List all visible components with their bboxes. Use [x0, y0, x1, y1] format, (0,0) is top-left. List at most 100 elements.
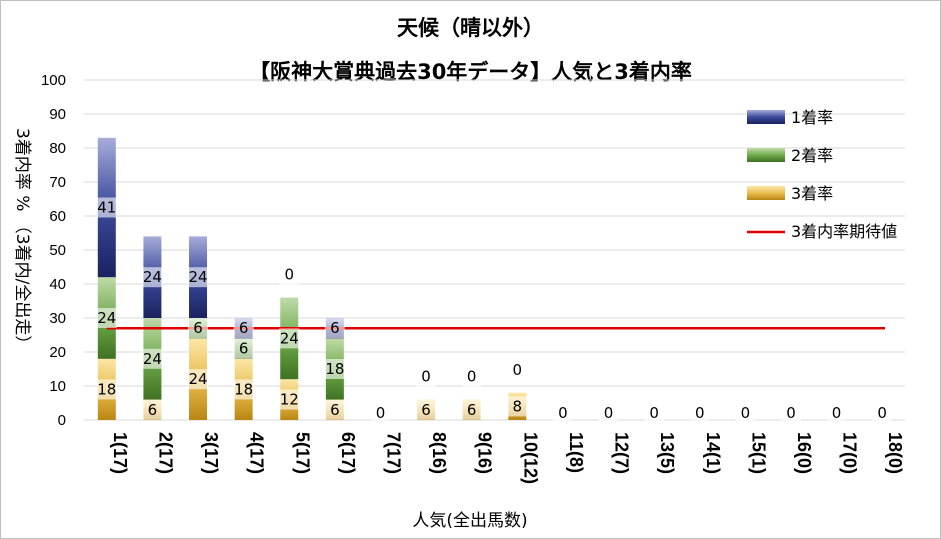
x-tick-label: 7(17) [383, 432, 403, 474]
data-label-bg [324, 359, 345, 379]
y-tick-label: 80 [49, 140, 66, 157]
data-label-bg [96, 308, 117, 328]
data-label-1-1: 41 [97, 199, 116, 217]
x-axis-ticks: 1(17) 2(17) 3(17) 4(17) 5(17) 6(17) 7(17) 8(16)… [110, 432, 905, 484]
y-tick-label: 30 [49, 310, 66, 327]
y-tick-label: 20 [49, 344, 66, 361]
legend-label-2: 2着率 [791, 146, 833, 165]
data-label-bg [142, 267, 163, 288]
legend-swatch-3 [747, 186, 785, 200]
y-axis-ticks: 0 10 20 30 40 50 60 70 80 90 100 [41, 72, 66, 429]
x-tick-label: 15(1) [748, 432, 768, 474]
data-label-3-18: 0 [877, 404, 887, 422]
x-tick-label: 14(1) [703, 432, 723, 474]
data-label-3-8: 6 [421, 401, 431, 419]
x-tick-label: 12(7) [612, 432, 632, 474]
data-label-bg [96, 197, 117, 218]
data-label-3-17: 0 [832, 404, 842, 422]
data-label-bg [233, 318, 254, 339]
x-tick-label: 3(17) [201, 432, 221, 474]
data-label-3-14: 0 [695, 404, 705, 422]
y-axis-label: 3着内率 % （3着内/全出走） [12, 128, 32, 352]
x-axis-label: 人気(全出馬数) [412, 511, 527, 531]
data-label-3-15: 0 [741, 404, 751, 422]
data-label-bg [142, 399, 163, 420]
data-label-1-4: 6 [239, 319, 249, 337]
data-label-3-10: 8 [513, 397, 523, 415]
data-label-1-6: 6 [330, 319, 340, 337]
data-label-2-2: 24 [143, 350, 162, 368]
data-label-bg [188, 267, 209, 288]
legend-label-reference: 3着内率期待値 [791, 222, 897, 241]
y-tick-label: 50 [49, 242, 66, 259]
data-label-bg [872, 403, 893, 423]
legend-label-3: 3着率 [791, 184, 833, 203]
data-label-2-9: 0 [467, 368, 477, 386]
data-label-3-16: 0 [786, 404, 796, 422]
data-label-3-1: 18 [97, 380, 116, 398]
data-label-1-3: 24 [188, 268, 207, 286]
data-label-3-11: 0 [558, 404, 568, 422]
chart-title: 天候（晴以外） [397, 16, 544, 40]
x-tick-label: 6(17) [338, 432, 358, 474]
data-label-bg [416, 366, 437, 387]
data-label-bg [324, 318, 345, 339]
x-tick-label: 1(17) [110, 432, 130, 474]
data-label-bg [233, 379, 254, 400]
x-tick-label: 8(16) [429, 432, 449, 474]
data-label-1-5: 0 [284, 266, 294, 284]
x-tick-label: 16(0) [794, 432, 814, 474]
x-tick-label: 9(16) [475, 432, 495, 474]
data-label-bg [188, 369, 209, 390]
data-label-3-4: 18 [234, 380, 253, 398]
data-label-bg [233, 338, 254, 359]
x-tick-label: 17(0) [840, 432, 860, 474]
data-label-1-2: 24 [143, 268, 162, 286]
data-label-3-9: 6 [467, 401, 477, 419]
data-label-bg [96, 379, 117, 400]
data-label-bg [324, 399, 345, 420]
data-label-bg [416, 399, 437, 420]
x-tick-label: 11(8) [566, 432, 586, 473]
data-label-bg [689, 403, 710, 423]
data-label-2-4: 6 [239, 340, 249, 358]
data-label-2-10: 0 [513, 361, 523, 379]
data-label-bg [780, 403, 801, 423]
data-label-3-6: 6 [330, 401, 340, 419]
x-tick-label: 18(0) [885, 432, 905, 474]
data-label-bg [507, 359, 528, 380]
x-tick-label: 5(17) [292, 432, 312, 474]
y-tick-label: 10 [49, 378, 66, 395]
x-tick-label: 10(12) [520, 432, 540, 484]
data-label-bg [598, 403, 619, 423]
data-label-bg [552, 403, 573, 423]
legend-swatch-2 [747, 148, 785, 162]
x-tick-label: 4(17) [247, 432, 267, 474]
data-label-bg [461, 366, 482, 387]
legend-swatch-1 [747, 110, 785, 124]
data-label-3-12: 0 [604, 404, 614, 422]
data-label-2-6: 18 [325, 360, 344, 378]
data-label-bg [279, 389, 300, 410]
y-tick-label: 0 [58, 412, 66, 429]
data-label-bg [279, 264, 300, 285]
data-label-3-7: 0 [376, 404, 386, 422]
data-label-bg [644, 403, 665, 423]
data-label-bg [142, 348, 163, 369]
data-label-2-5: 24 [280, 329, 299, 347]
x-tick-label: 13(5) [657, 432, 677, 474]
y-tick-label: 70 [49, 174, 66, 191]
data-label-bg [826, 403, 847, 423]
legend-label-1: 1着率 [791, 108, 833, 127]
grid-lines [84, 79, 905, 421]
data-label-bg [370, 403, 391, 423]
data-label-bg [507, 396, 528, 417]
data-label-bg [735, 403, 756, 423]
data-label-3-13: 0 [649, 404, 659, 422]
legend: 1着率 2着率 3着率 3着内率期待値 [747, 108, 897, 241]
x-tick-label: 2(17) [155, 432, 175, 474]
data-label-bg [188, 318, 209, 339]
y-tick-label: 100 [41, 72, 66, 89]
data-label-2-1: 24 [97, 309, 116, 327]
